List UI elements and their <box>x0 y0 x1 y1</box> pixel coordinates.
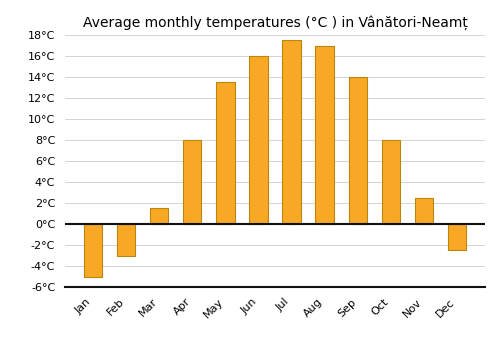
Bar <box>382 140 400 224</box>
Bar <box>117 224 136 256</box>
Bar <box>184 140 202 224</box>
Title: Average monthly temperatures (°C ) in Vânători-Neamț: Average monthly temperatures (°C ) in Vâ… <box>82 15 468 30</box>
Bar <box>282 40 300 224</box>
Bar <box>216 82 234 224</box>
Bar <box>414 198 433 224</box>
Bar <box>448 224 466 250</box>
Bar <box>150 208 169 224</box>
Bar <box>84 224 102 276</box>
Bar <box>250 56 268 224</box>
Bar <box>316 46 334 224</box>
Bar <box>348 77 366 224</box>
